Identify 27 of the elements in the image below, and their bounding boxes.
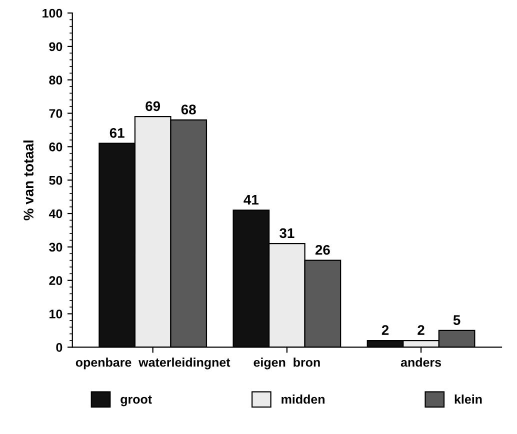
y-axis-title: % van totaal (23, 140, 34, 220)
y-tick-label: 20 (49, 276, 62, 286)
data-label: 26 (315, 244, 330, 255)
x-tick-label: eigen bron (254, 358, 320, 370)
data-label: 2 (382, 325, 389, 335)
data-label: 41 (244, 194, 259, 205)
y-tick-label: 50 (49, 176, 62, 185)
x-tick-label: openbare waterleidingnet (76, 358, 230, 370)
data-label: 68 (181, 104, 196, 114)
data-label: 2 (418, 325, 424, 335)
legend-label: klein (454, 394, 482, 404)
legend-label: groot (120, 395, 152, 406)
legend-label: midden (282, 394, 324, 404)
y-tick-label: 0 (56, 343, 62, 352)
data-label: 31 (280, 228, 294, 238)
data-label: 69 (146, 101, 160, 112)
data-label: 61 (110, 128, 124, 138)
data-label: 5 (453, 315, 460, 325)
y-tick-label: 40 (48, 209, 62, 218)
x-tick-label: anders (400, 358, 442, 367)
y-tick-label: 70 (49, 109, 62, 118)
y-tick-label: 80 (49, 76, 62, 85)
y-tick-label: 30 (49, 242, 62, 252)
y-tick-label: 10 (50, 310, 62, 318)
y-tick-label: 90 (49, 42, 62, 52)
y-tick-label: 60 (49, 142, 62, 152)
y-tick-label: 100 (42, 8, 62, 18)
